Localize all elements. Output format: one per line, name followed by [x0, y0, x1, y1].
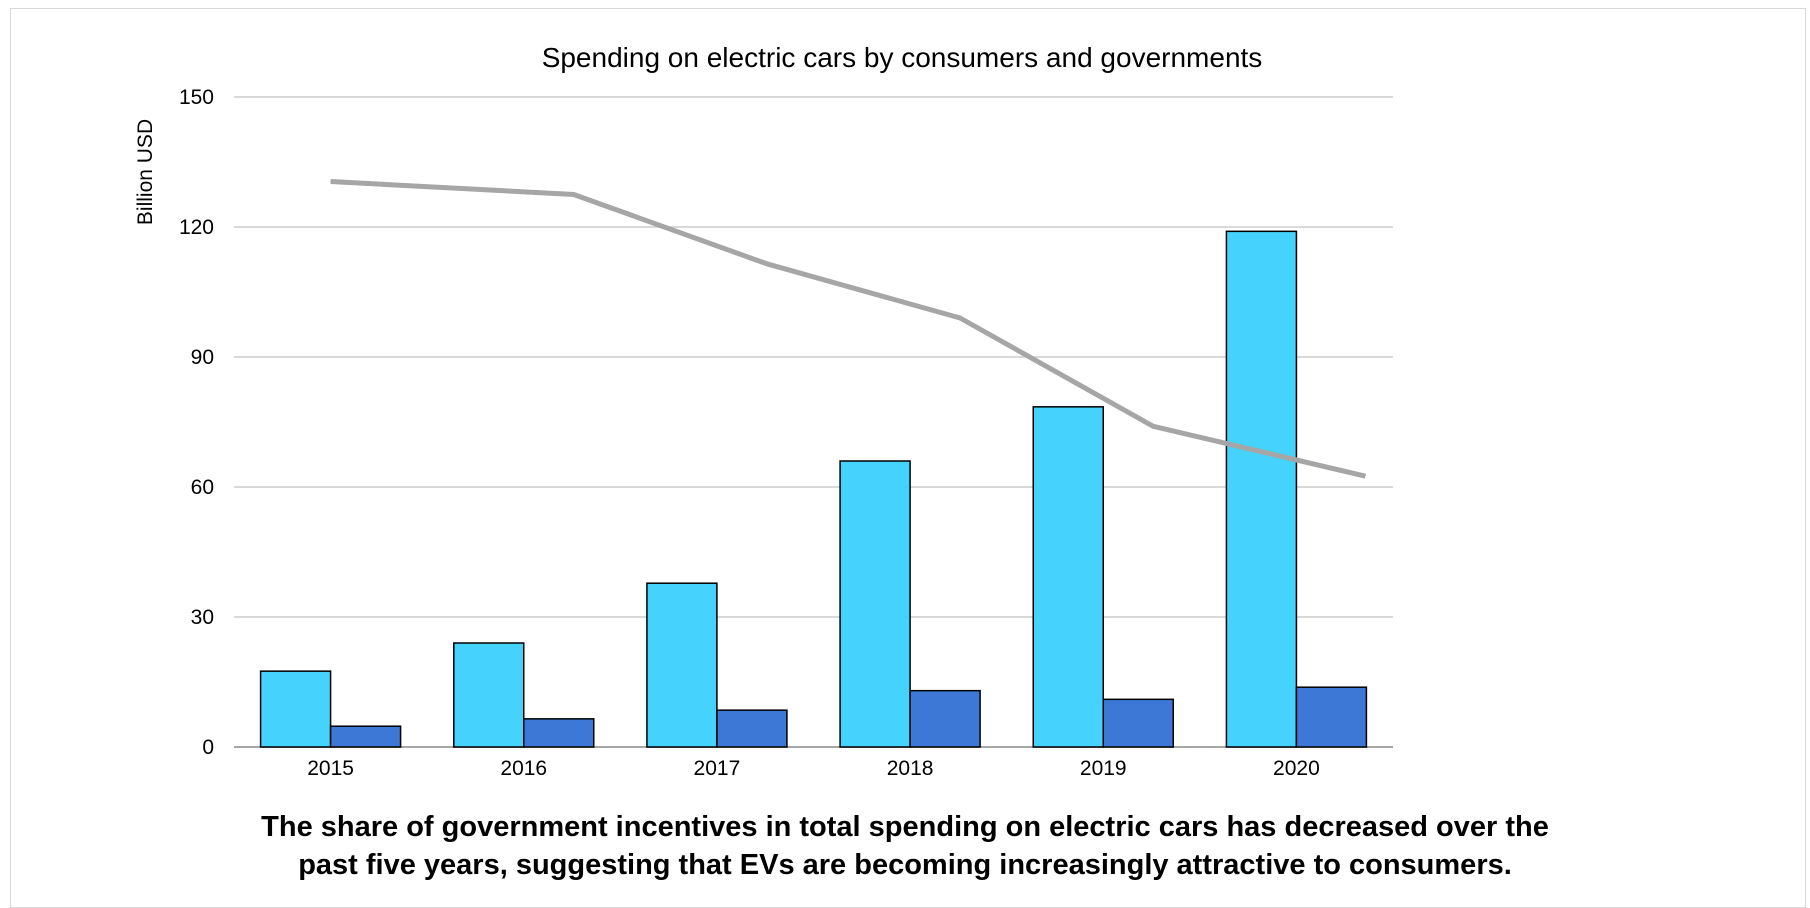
line-series-1: [331, 182, 1366, 477]
bar-series-1: [261, 671, 331, 747]
bar-series-1: [647, 583, 717, 747]
bar-series-1: [454, 643, 524, 747]
bar-series-2: [524, 719, 594, 747]
chart-caption: The share of government incentives in to…: [0, 808, 1810, 884]
gridlines: [234, 97, 1393, 747]
bar-series-2: [1103, 699, 1173, 747]
bar-series-2: [331, 726, 401, 747]
x-tick-label: 2020: [1273, 757, 1320, 780]
line-series: [331, 181, 1366, 476]
bar-series-1: [1226, 231, 1296, 747]
x-tick-label: 2018: [887, 757, 934, 780]
y-axis-title: Billion USD: [134, 119, 157, 225]
bar-series-2: [717, 710, 787, 747]
y-tick-label: 0: [202, 736, 214, 759]
bar-series-1: [1033, 407, 1103, 747]
chart-area: Spending on electric cars by consumers a…: [0, 0, 1810, 800]
y-tick-label: 120: [179, 216, 214, 239]
chart-title: Spending on electric cars by consumers a…: [542, 42, 1263, 73]
bar-series: [261, 231, 1367, 747]
caption-line-1: The share of government incentives in to…: [0, 808, 1810, 846]
y-axis-ticks: 0 30 60 90 120 150: [179, 86, 214, 759]
x-tick-label: 2015: [307, 757, 354, 780]
y-tick-label: 150: [179, 86, 214, 109]
x-tick-label: 2016: [500, 757, 547, 780]
bar-series-1: [840, 461, 910, 747]
caption-line-2: past five years, suggesting that EVs are…: [0, 846, 1810, 884]
bar-series-2: [1296, 687, 1366, 747]
x-axis-ticks: 2015 2016 2017 2018 2019 2020: [307, 757, 1320, 780]
y-tick-label: 30: [191, 606, 214, 629]
y-tick-label: 90: [191, 346, 214, 369]
bar-series-2: [910, 691, 980, 747]
x-tick-label: 2019: [1080, 757, 1127, 780]
x-tick-label: 2017: [694, 757, 741, 780]
y-tick-label: 60: [191, 476, 214, 499]
